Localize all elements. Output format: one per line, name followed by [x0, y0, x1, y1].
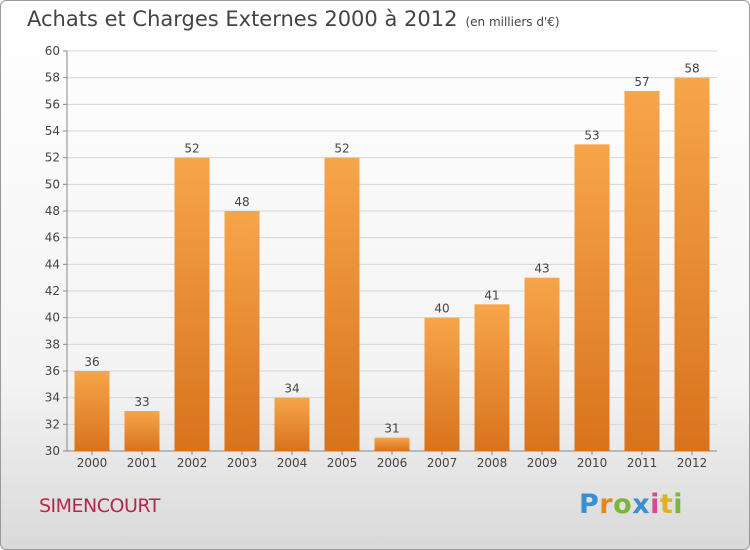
y-tick-label: 56 [45, 97, 60, 111]
bar [374, 437, 410, 451]
x-tick-label: 2005 [327, 456, 358, 470]
bar [174, 157, 210, 451]
city-name: SIMENCOURT [39, 495, 160, 517]
bar [74, 371, 110, 451]
x-tick-label: 2007 [427, 456, 458, 470]
x-tick-label: 2009 [527, 456, 558, 470]
y-tick-label: 48 [45, 204, 60, 218]
y-tick-label: 52 [45, 151, 60, 165]
y-tick-label: 32 [45, 417, 60, 431]
proxiti-logo[interactable]: Proxiti [579, 489, 684, 520]
bar-value-label: 31 [384, 422, 399, 436]
y-tick-label: 30 [45, 444, 60, 458]
bar-value-label: 53 [584, 128, 599, 142]
x-tick-label: 2003 [227, 456, 258, 470]
bar [674, 77, 710, 452]
labels: 30 32 34 36 38 40 42 44 46 48 50 52 54 56 58 60 36 2000 33… [45, 44, 708, 470]
bar-value-label: 48 [234, 195, 249, 209]
bar-value-label: 43 [534, 262, 549, 276]
bar-value-label: 41 [484, 288, 499, 302]
bar-value-label: 33 [134, 395, 149, 409]
y-tick-label: 50 [45, 177, 60, 191]
bar [574, 144, 610, 452]
y-tick-label: 38 [45, 337, 60, 351]
bar-value-label: 36 [84, 355, 99, 369]
x-tick-label: 2006 [377, 456, 408, 470]
bar-value-label: 52 [184, 142, 199, 156]
bar [324, 157, 360, 451]
chart-unit: (en milliers d'€) [465, 15, 560, 29]
y-tick-label: 34 [45, 391, 60, 405]
bar-value-label: 52 [334, 142, 349, 156]
x-tick-label: 2010 [577, 456, 608, 470]
bar-value-label: 58 [684, 62, 699, 76]
bar [224, 211, 260, 451]
x-tick-label: 2004 [277, 456, 308, 470]
bar-value-label: 40 [434, 302, 449, 316]
y-tick-label: 44 [45, 257, 60, 271]
bar-value-label: 57 [634, 75, 649, 89]
x-tick-label: 2001 [127, 456, 158, 470]
bar [274, 397, 310, 451]
bar [124, 411, 160, 451]
y-tick-label: 60 [45, 44, 60, 58]
bar-value-label: 34 [284, 382, 299, 396]
x-tick-label: 2002 [177, 456, 208, 470]
grid-lines [67, 50, 717, 452]
bars [74, 77, 710, 452]
x-tick-label: 2008 [477, 456, 508, 470]
y-tick-label: 36 [45, 364, 60, 378]
y-tick-label: 54 [45, 124, 60, 138]
bar [624, 91, 660, 451]
y-tick-label: 58 [45, 71, 60, 85]
bar [474, 304, 510, 451]
y-tick-label: 40 [45, 311, 60, 325]
chart-title: Achats et Charges Externes 2000 à 2012 (e… [27, 7, 560, 31]
bar [424, 317, 460, 451]
x-tick-label: 2000 [77, 456, 108, 470]
axes [63, 50, 717, 455]
y-tick-label: 46 [45, 231, 60, 245]
x-tick-label: 2012 [677, 456, 708, 470]
bar [524, 277, 560, 451]
y-tick-label: 42 [45, 284, 60, 298]
x-tick-label: 2011 [627, 456, 658, 470]
chart-title-text: Achats et Charges Externes 2000 à 2012 [27, 7, 458, 31]
